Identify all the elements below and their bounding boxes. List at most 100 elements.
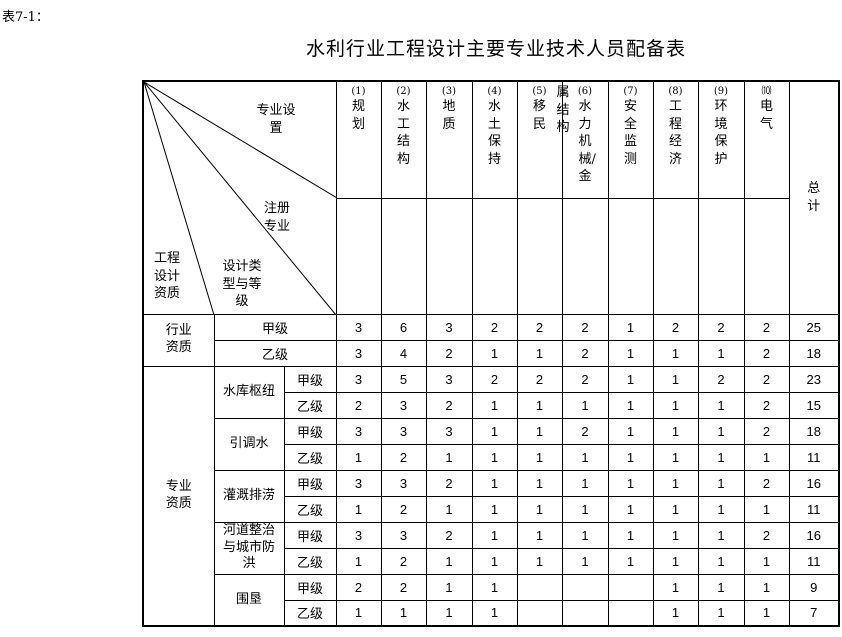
table-row: 乙级 1 2 1 1 1 1 1 1 1 1 11 xyxy=(143,443,840,471)
table-row: 灌溉排涝 甲级 3 3 2 1 1 1 1 1 1 2 16 xyxy=(143,469,840,523)
total-label: 总计 xyxy=(807,181,821,214)
empty-header-cell xyxy=(607,197,654,315)
column-header: (9) 环境保护 xyxy=(697,80,745,199)
value-cell: 1 xyxy=(652,469,699,497)
value-cell: 3 xyxy=(380,391,427,419)
grade-cell: 甲级 xyxy=(213,313,337,341)
value-cell: 1 xyxy=(561,547,609,575)
empty-header-cell xyxy=(380,197,427,315)
value-cell: 3 xyxy=(380,521,427,549)
column-number: (9) xyxy=(713,86,729,97)
column-header: (2) 水工结构 xyxy=(380,80,427,199)
value-cell: 2 xyxy=(743,313,790,341)
diagonal-header-cell: 专业设置 注册专业 设计类型与等级 工程设计资质 xyxy=(142,80,337,315)
value-cell: 1 xyxy=(607,339,654,367)
value-cell: 1 xyxy=(697,599,745,627)
industry-qualification-cell: 行业资质 xyxy=(142,313,215,367)
value-cell xyxy=(516,573,563,601)
total-column-header: 总计 xyxy=(788,80,840,315)
value-cell: 1 xyxy=(561,391,609,419)
total-cell: 7 xyxy=(788,599,840,627)
value-cell: 1 xyxy=(471,443,518,471)
value-cell: 2 xyxy=(471,313,518,341)
value-cell: 1 xyxy=(471,417,518,445)
value-cell: 1 xyxy=(516,547,563,575)
value-cell: 1 xyxy=(607,521,654,549)
value-cell xyxy=(607,573,654,601)
design-type-label: 引调水 xyxy=(229,436,269,452)
value-cell: 1 xyxy=(607,365,654,393)
value-cell: 2 xyxy=(743,417,790,445)
design-type-cell: 河道整治与城市防洪 xyxy=(213,521,285,575)
value-cell: 1 xyxy=(380,599,427,627)
design-type-grade-label: 设计类型与等级 xyxy=(222,259,262,310)
value-cell: 1 xyxy=(561,469,609,497)
grade-cell: 甲级 xyxy=(283,573,337,601)
grade-cell: 乙级 xyxy=(283,495,337,523)
table-row: 乙级 1 2 1 1 1 1 1 1 1 1 11 xyxy=(143,495,840,523)
value-cell: 2 xyxy=(471,365,518,393)
column-label: 电气 xyxy=(760,99,774,132)
value-cell: 2 xyxy=(743,365,790,393)
specialty-qualification-cell: 专业资质 xyxy=(142,365,215,627)
value-cell: 3 xyxy=(335,469,382,497)
value-cell: 2 xyxy=(516,313,563,341)
column-header: (5) 移民 xyxy=(516,80,563,199)
value-cell: 2 xyxy=(697,313,745,341)
value-cell: 2 xyxy=(561,417,609,445)
value-cell: 5 xyxy=(380,365,427,393)
grade-cell: 乙级 xyxy=(283,547,337,575)
industry-qualification-label: 行业资质 xyxy=(165,323,192,355)
grade-cell: 甲级 xyxy=(283,417,337,445)
value-cell: 1 xyxy=(335,599,382,627)
value-cell: 2 xyxy=(743,339,790,367)
design-type-label: 河道整治与城市防洪 xyxy=(223,522,276,572)
column-header: (8) 工程经济 xyxy=(652,80,699,199)
value-cell: 2 xyxy=(425,391,473,419)
column-number: (6) xyxy=(577,86,593,97)
grade-cell: 乙级 xyxy=(213,339,337,367)
value-cell: 2 xyxy=(380,547,427,575)
value-cell: 1 xyxy=(697,521,745,549)
design-type-cell: 围垦 xyxy=(213,573,285,627)
value-cell: 1 xyxy=(697,391,745,419)
column-number: (2) xyxy=(396,86,411,97)
value-cell: 1 xyxy=(516,417,563,445)
column-label: 地质 xyxy=(442,99,456,132)
value-cell: 1 xyxy=(607,391,654,419)
value-cell: 2 xyxy=(516,365,563,393)
value-cell: 3 xyxy=(335,313,382,341)
table-row: 乙级 3 4 2 1 1 2 1 1 1 2 18 xyxy=(143,339,840,367)
value-cell: 1 xyxy=(697,495,745,523)
value-cell: 3 xyxy=(380,469,427,497)
value-cell: 1 xyxy=(743,599,790,627)
table-row: 专业资质 水库枢纽 甲级 3 5 3 2 2 2 1 1 2 2 23 xyxy=(142,365,840,627)
empty-header-cell xyxy=(697,197,745,315)
value-cell: 1 xyxy=(471,391,518,419)
value-cell: 1 xyxy=(697,469,745,497)
value-cell: 1 xyxy=(471,469,518,497)
grade-cell: 甲级 xyxy=(283,365,337,393)
value-cell: 1 xyxy=(743,547,790,575)
value-cell: 6 xyxy=(380,313,427,341)
value-cell: 1 xyxy=(471,521,518,549)
value-cell: 2 xyxy=(697,365,745,393)
page-title: 水利行业工程设计主要专业技术人员配备表 xyxy=(305,38,686,60)
specialty-setting-label: 专业设置 xyxy=(256,103,296,136)
table-row: 行业资质 甲级 3 6 3 2 2 2 1 2 2 2 25 xyxy=(142,313,840,367)
value-cell: 3 xyxy=(380,417,427,445)
value-cell: 1 xyxy=(652,495,699,523)
value-cell: 2 xyxy=(561,365,609,393)
total-cell: 18 xyxy=(788,339,840,367)
value-cell: 1 xyxy=(335,547,382,575)
value-cell: 1 xyxy=(425,495,473,523)
total-cell: 15 xyxy=(788,391,840,419)
value-cell: 1 xyxy=(561,521,609,549)
table-row: 围垦 甲级 2 2 1 1 1 1 1 9 xyxy=(143,573,840,627)
grade-cell: 乙级 xyxy=(283,443,337,471)
column-number: (3) xyxy=(441,86,457,97)
value-cell: 3 xyxy=(335,417,382,445)
table-caption: 表7-1： xyxy=(2,10,49,25)
value-cell: 1 xyxy=(516,521,563,549)
empty-header-cell xyxy=(743,197,790,315)
